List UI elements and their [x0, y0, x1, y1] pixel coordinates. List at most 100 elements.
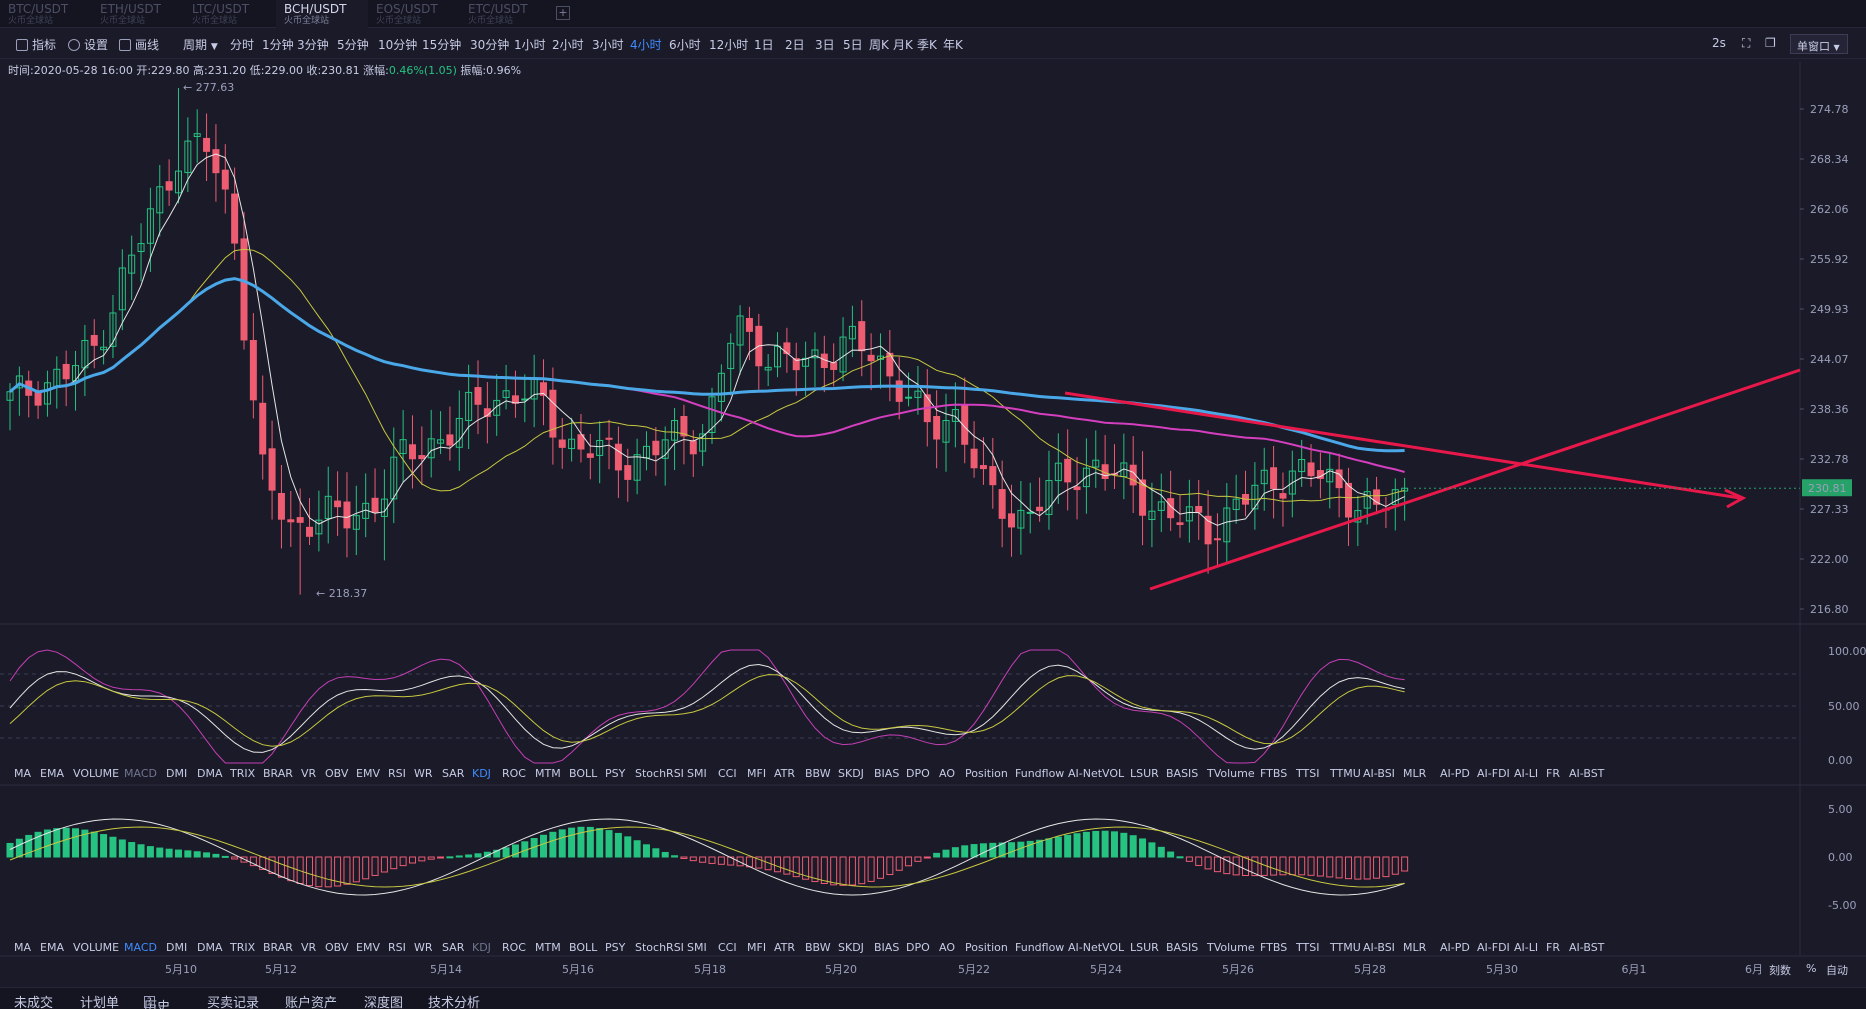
indicator-atr[interactable]: ATR [774, 767, 796, 780]
indicator-ai-bsi[interactable]: AI-BSI [1363, 767, 1395, 780]
indicator-ttmu[interactable]: TTMU [1330, 941, 1361, 954]
auto-toggle[interactable]: 自动 [1826, 964, 1848, 977]
tab-eth-usdt[interactable]: ETH/USDT 火币全球站 [92, 0, 184, 28]
indicator-dma[interactable]: DMA [197, 767, 223, 780]
period-7[interactable]: 1小时 [514, 38, 546, 52]
indicator-ttsi[interactable]: TTSI [1296, 767, 1320, 780]
indicator-mfi[interactable]: MFI [747, 941, 767, 954]
scale-toggle[interactable]: 刻数 [1769, 964, 1791, 977]
indicator-rsi[interactable]: RSI [388, 767, 406, 780]
period-14[interactable]: 2日 [785, 38, 805, 52]
indicator-fundflow[interactable]: Fundflow [1015, 767, 1065, 780]
indicator-tvolume[interactable]: TVolume [1207, 767, 1255, 780]
indicator-mtm[interactable]: MTM [535, 941, 561, 954]
tab-btc-usdt[interactable]: BTC/USDT 火币全球站 [0, 0, 92, 28]
indicator-position[interactable]: Position [965, 767, 1008, 780]
period-12[interactable]: 12小时 [709, 38, 749, 52]
indicator-ma[interactable]: MA [14, 941, 32, 954]
indicator-kdj[interactable]: KDJ [472, 941, 491, 954]
indicator-smi[interactable]: SMI [687, 941, 707, 954]
indicator-stochrsi[interactable]: StochRSI [635, 767, 684, 780]
indicator-dma[interactable]: DMA [197, 941, 223, 954]
indicator-dpo[interactable]: DPO [906, 767, 930, 780]
period-1[interactable]: 1分钟 [262, 38, 294, 52]
period-13[interactable]: 1日 [754, 38, 774, 52]
indicator-bias[interactable]: BIAS [874, 767, 900, 780]
indicator-skdj[interactable]: SKDJ [838, 767, 864, 780]
indicator-atr[interactable]: ATR [774, 941, 796, 954]
tab-plan-orders[interactable]: 计划单 [80, 996, 120, 1009]
indicator-smi[interactable]: SMI [687, 767, 707, 780]
indicator-bias[interactable]: BIAS [874, 941, 900, 954]
indicator-mlr[interactable]: MLR [1403, 941, 1427, 954]
period-4[interactable]: 10分钟 [378, 38, 418, 52]
indicator-ai-bsi[interactable]: AI-BSI [1363, 941, 1395, 954]
indicator-volume[interactable]: VOLUME [73, 767, 120, 780]
tab-technical-analysis[interactable]: 技术分析 [428, 996, 481, 1009]
tab-open-orders[interactable]: 未成交 [14, 996, 54, 1009]
indicator-mlr[interactable]: MLR [1403, 767, 1427, 780]
indicator-ai-bst[interactable]: AI-BST [1569, 767, 1605, 780]
period-20[interactable]: 年K [943, 38, 963, 52]
indicator-kdj[interactable]: KDJ [472, 767, 491, 780]
period-0[interactable]: 分时 [230, 38, 255, 52]
indicator-ai-netvol[interactable]: AI-NetVOL [1068, 941, 1125, 954]
window-mode-select[interactable]: 单窗口 ▼ [1790, 34, 1848, 54]
tab-ltc-usdt[interactable]: LTC/USDT 火币全球站 [184, 0, 276, 28]
period-19[interactable]: 季K [917, 38, 937, 52]
indicator-mfi[interactable]: MFI [747, 767, 767, 780]
period-18[interactable]: 月K [893, 38, 913, 52]
indicator-fr[interactable]: FR [1546, 767, 1560, 780]
indicator-dmi[interactable]: DMI [166, 767, 188, 780]
indicator-ema[interactable]: EMA [40, 941, 64, 954]
indicator-brar[interactable]: BRAR [263, 941, 293, 954]
indicator-emv[interactable]: EMV [356, 941, 380, 954]
percent-toggle[interactable]: % [1806, 962, 1817, 975]
add-tab-button[interactable]: + [556, 6, 570, 20]
refresh-interval[interactable]: 2s [1712, 36, 1726, 50]
period-16[interactable]: 5日 [843, 38, 863, 52]
period-15[interactable]: 3日 [815, 38, 835, 52]
period-9[interactable]: 3小时 [592, 38, 624, 52]
indicator-wr[interactable]: WR [414, 767, 433, 780]
indicator-trix[interactable]: TRIX [230, 767, 256, 780]
tab-bch-usdt[interactable]: BCH/USDT 火币全球站 [276, 0, 368, 28]
indicator-ai-pd[interactable]: AI-PD [1440, 941, 1470, 954]
period-11[interactable]: 6小时 [669, 38, 701, 52]
indicator-ttsi[interactable]: TTSI [1296, 941, 1320, 954]
tab-depth-chart[interactable]: 深度图 [364, 996, 404, 1009]
indicator-macd[interactable]: MACD [124, 941, 157, 954]
period-dropdown[interactable]: 周期 ▼ [183, 36, 218, 53]
fullscreen-icon[interactable]: ⛶ [1742, 36, 1751, 50]
indicator-macd[interactable]: MACD [124, 767, 157, 780]
indicator-basis[interactable]: BASIS [1166, 941, 1199, 954]
indicator-sar[interactable]: SAR [442, 941, 465, 954]
period-2[interactable]: 3分钟 [297, 38, 329, 52]
indicator-volume[interactable]: VOLUME [73, 941, 120, 954]
indicator-sar[interactable]: SAR [442, 767, 465, 780]
tab-eos-usdt[interactable]: EOS/USDT 火币全球站 [368, 0, 460, 28]
indicator-ai-fdi[interactable]: AI-FDI [1477, 767, 1510, 780]
indicator-rsi[interactable]: RSI [388, 941, 406, 954]
indicator-lsur[interactable]: LSUR [1130, 941, 1159, 954]
indicator-ema[interactable]: EMA [40, 767, 64, 780]
indicator-ai-li[interactable]: AI-LI [1514, 941, 1539, 954]
tab-trade-records[interactable]: 买卖记录 [207, 996, 260, 1009]
indicator-emv[interactable]: EMV [356, 767, 380, 780]
period-5[interactable]: 15分钟 [422, 38, 462, 52]
indicator-trix[interactable]: TRIX [230, 941, 256, 954]
indicator-fr[interactable]: FR [1546, 941, 1560, 954]
indicator-psy[interactable]: PSY [605, 767, 626, 780]
indicator-brar[interactable]: BRAR [263, 767, 293, 780]
period-3[interactable]: 5分钟 [337, 38, 369, 52]
indicator-ai-fdi[interactable]: AI-FDI [1477, 941, 1510, 954]
indicator-button[interactable]: 指标 [16, 36, 56, 53]
indicator-vr[interactable]: VR [301, 767, 317, 780]
indicator-ttmu[interactable]: TTMU [1330, 767, 1361, 780]
indicator-psy[interactable]: PSY [605, 941, 626, 954]
indicator-ma[interactable]: MA [14, 767, 32, 780]
indicator-cci[interactable]: CCI [718, 767, 737, 780]
indicator-obv[interactable]: OBV [325, 767, 349, 780]
indicator-roc[interactable]: ROC [502, 767, 526, 780]
